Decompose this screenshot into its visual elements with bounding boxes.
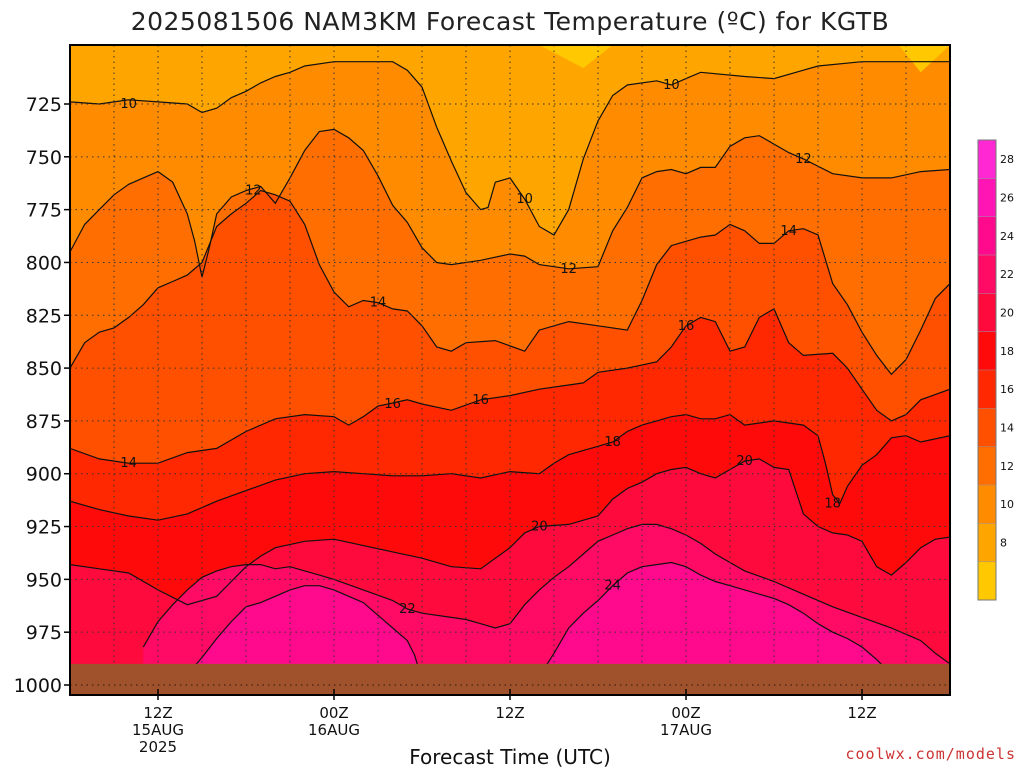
colorbar-tick-label: 24 [1000,230,1014,243]
colorbar-swatch [978,561,996,601]
contour-label: 12 [560,262,577,277]
y-tick-label: 1000 [14,675,62,697]
contour-line-24-7 [186,585,423,679]
colorbar-tick-label: 8 [1000,537,1007,550]
contour-label: 18 [604,435,621,450]
colorbar-tick-label: 14 [1000,422,1014,435]
colorbar-tick-label: 28 [1000,153,1014,166]
colorbar-tick-label: 20 [1000,307,1014,320]
x-tick-label: 16AUG [308,721,360,739]
contour-label: 14 [780,224,797,239]
x-axis-label: Forecast Time (UTC) [409,745,611,768]
y-tick-label: 725 [26,94,62,116]
y-tick-label: 850 [26,358,62,380]
band-8-pocket [539,45,613,69]
contour-line-10-0 [70,61,950,236]
chart-title-group: 2025081506 NAM3KM Forecast Temperature (… [131,7,890,36]
y-tick-label: 800 [26,252,62,274]
contour-label: 16 [678,319,695,334]
contour-label: 16 [472,393,489,408]
colorbar-swatch [978,331,996,371]
contour-label: 10 [516,192,533,207]
chart-title: 2025081506 NAM3KM Forecast Temperature (… [131,7,890,36]
colorbar-tick-label: 16 [1000,383,1014,396]
contour-lines [70,61,950,682]
contour-label: 10 [663,78,680,93]
x-tick-label: 15AUG [132,721,184,739]
colorbar-swatch [978,446,996,486]
contour-labels: 10 10 10 12 12 12 14 14 14 16 16 16 18 18 20 20 22 24 [120,78,841,617]
y-tick-label: 875 [26,411,62,433]
contour-label: 24 [604,579,621,594]
contour-line-16-3 [70,308,950,464]
x-tick-label: 00Z [671,704,700,722]
contour-line-12-1 [70,128,950,278]
contour-label: 12 [795,152,812,167]
contour-line-18-4 [70,413,950,521]
colorbar-swatch [978,370,996,409]
contour-label: 16 [384,397,401,412]
colorbar-swatch [978,216,996,256]
contour-label: 14 [120,456,137,471]
colorbar-swatch [978,178,996,218]
contour-label: 18 [824,496,841,511]
colorbar-tick-label: 10 [1000,498,1014,511]
contour-label: 22 [399,602,416,617]
x-tick-label: 2025 [139,738,177,756]
band-24-8 [539,562,906,695]
y-tick-label: 825 [26,305,62,327]
contour-line-22-6 [142,523,950,665]
gridlines [70,45,950,695]
colorbar-swatch [978,255,996,294]
plot-area: 10 10 10 12 12 12 14 14 14 16 16 16 18 18 20 20 22 24 [70,45,950,695]
y-tick-label: 925 [26,517,62,539]
colorbar-swatch [978,485,996,524]
contour-line-24-8 [538,561,907,682]
x-tick-label: 12Z [847,704,876,722]
colorbar: 8 10 12 14 16 18 20 22 24 26 28 [977,139,1014,601]
x-tick-label: 00Z [319,704,348,722]
contour-line-20-5 [70,458,950,606]
colorbar-swatch [978,293,996,333]
x-tick-label: 17AUG [660,721,712,739]
colorbar-tick-label: 12 [1000,460,1014,473]
contour-label: 10 [120,97,137,112]
y-tick-label: 750 [26,147,62,169]
colorbar-tick-label: 26 [1000,192,1014,205]
y-axis: 725 750 775 800 825 850 875 900 925 950 975 1000 [14,94,71,697]
x-tick-label: 12Z [495,704,524,722]
y-tick-label: 950 [26,569,62,591]
contour-label: 14 [370,296,387,311]
credit-text: coolwx.com/models [845,745,1016,763]
colorbar-tick-label: 22 [1000,268,1014,281]
colorbar-swatch [978,523,996,563]
colorbar-swatch [978,140,996,179]
colorbar-tick-label: 18 [1000,345,1014,358]
y-tick-label: 975 [26,622,62,644]
y-tick-label: 900 [26,464,62,486]
contour-label: 12 [245,184,262,199]
x-tick-label: 12Z [143,704,172,722]
band-8-pocket-right [898,45,950,73]
colorbar-swatch [978,408,996,448]
contour-label: 20 [736,454,753,469]
y-tick-label: 775 [26,200,62,222]
contour-line-14-2 [70,189,950,376]
contour-label: 20 [531,520,548,535]
